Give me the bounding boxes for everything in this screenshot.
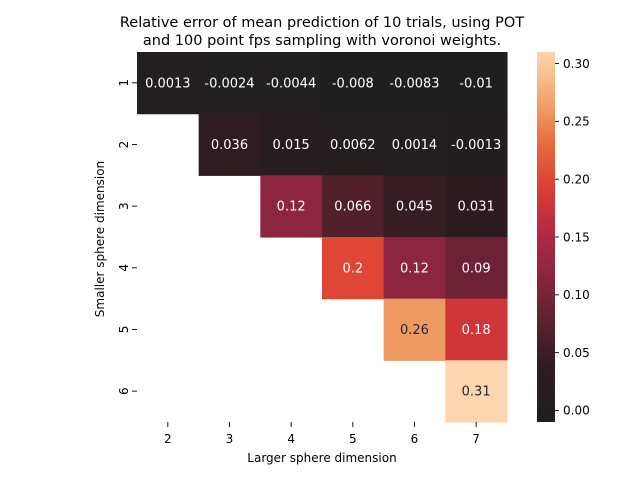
y-axis-tick-label: 3 <box>117 202 131 210</box>
colorbar-tick-label: 0.30 <box>563 57 590 71</box>
heatmap-cell <box>445 113 508 176</box>
x-axis-tick-label: 3 <box>226 432 234 446</box>
heatmap-cell <box>321 236 385 300</box>
chart-title-line-2: and 100 point fps sampling with voronoi … <box>143 33 501 49</box>
x-axis-tick-label: 4 <box>287 432 295 446</box>
y-axis-tick-label: 1 <box>117 79 131 87</box>
heatmap-cell <box>260 175 323 238</box>
y-axis-tick-label: 6 <box>117 387 131 395</box>
heatmap-cell <box>445 175 508 238</box>
y-axis-label: Smaller sphere dimension <box>93 161 107 317</box>
heatmap-cell-label: 0.12 <box>400 261 429 276</box>
y-axis-tick-label: 2 <box>117 141 131 149</box>
heatmap-cell <box>260 52 323 115</box>
colorbar-tick-label: 0.05 <box>563 346 590 360</box>
heatmap-cell-label: 0.031 <box>458 200 495 215</box>
heatmap-cell <box>137 52 200 115</box>
heatmap-cell-label: -0.008 <box>332 76 374 91</box>
heatmap-cell-label: 0.0013 <box>145 76 191 91</box>
heatmap-cell-label: 0.0062 <box>330 138 376 153</box>
heatmap-cell-label: 0.036 <box>211 138 248 153</box>
heatmap-cell <box>383 236 446 300</box>
heatmap-cell-label: 0.12 <box>277 200 306 215</box>
heatmap-cell-label: 0.2 <box>342 261 363 276</box>
heatmap-cell-label: 0.066 <box>334 200 371 215</box>
chart-title-line-1: Relative error of mean prediction of 10 … <box>120 15 524 31</box>
heatmap-cell <box>383 175 446 238</box>
heatmap-cell-label: 0.045 <box>396 200 433 215</box>
heatmap-cell-label: -0.01 <box>459 76 493 91</box>
y-axis-tick-label: 5 <box>117 326 131 334</box>
colorbar-tick-label: 0.00 <box>563 404 590 418</box>
heatmap-cell <box>321 52 385 115</box>
heatmap-cell <box>321 175 385 238</box>
heatmap-cell-label: -0.0083 <box>389 76 439 91</box>
heatmap-cell <box>198 113 261 176</box>
heatmap-cell-label: 0.09 <box>462 261 491 276</box>
heatmap-cell <box>260 113 323 176</box>
heatmap-cells <box>137 52 508 423</box>
heatmap-cell <box>445 236 508 300</box>
heatmap-cell-label: 0.0014 <box>392 138 438 153</box>
heatmap-cell <box>383 298 446 361</box>
y-axis-tick-label: 4 <box>117 264 131 272</box>
colorbar: 0.00 0.05 0.10 0.15 0.20 0.25 0.30 <box>537 52 590 422</box>
heatmap-cell <box>445 298 508 361</box>
heatmap-cell-label: -0.0044 <box>266 76 316 91</box>
colorbar-tick-label: 0.20 <box>563 172 590 186</box>
heatmap-cell-label: 0.31 <box>462 385 491 400</box>
heatmap-cell-label: 0.26 <box>400 323 429 338</box>
x-axis-tick-label: 5 <box>349 432 357 446</box>
heatmap-cell <box>445 52 508 115</box>
heatmap-cell <box>383 113 446 176</box>
heatmap-cell <box>383 52 446 115</box>
chart-title: Relative error of mean prediction of 10 … <box>120 15 524 49</box>
heatmap-cell <box>321 113 385 176</box>
heatmap-cell <box>445 360 508 423</box>
x-axis-tick-label: 2 <box>164 432 172 446</box>
heatmap-cell-labels: 0.0013 -0.0024 -0.0044 -0.008 -0.0083 -0.01 0.… <box>145 76 501 399</box>
heatmap-cell-label: 0.18 <box>462 323 491 338</box>
y-axis-ticks: 1 2 3 4 5 6 <box>117 79 137 395</box>
heatmap-cell-label: 0.015 <box>273 138 310 153</box>
heatmap-cell-label: -0.0024 <box>204 76 254 91</box>
colorbar-tick-label: 0.10 <box>563 288 590 302</box>
heatmap-cell <box>198 52 261 115</box>
x-axis-tick-label: 6 <box>411 432 419 446</box>
x-axis-ticks: 2 3 4 5 6 7 <box>164 421 480 446</box>
heatmap-cell-label: -0.0013 <box>451 138 501 153</box>
colorbar-tick-label: 0.25 <box>563 115 590 129</box>
x-axis-tick-label: 7 <box>472 432 480 446</box>
x-axis-label: Larger sphere dimension <box>247 451 396 465</box>
colorbar-tick-label: 0.15 <box>563 230 590 244</box>
colorbar-gradient <box>537 52 555 422</box>
